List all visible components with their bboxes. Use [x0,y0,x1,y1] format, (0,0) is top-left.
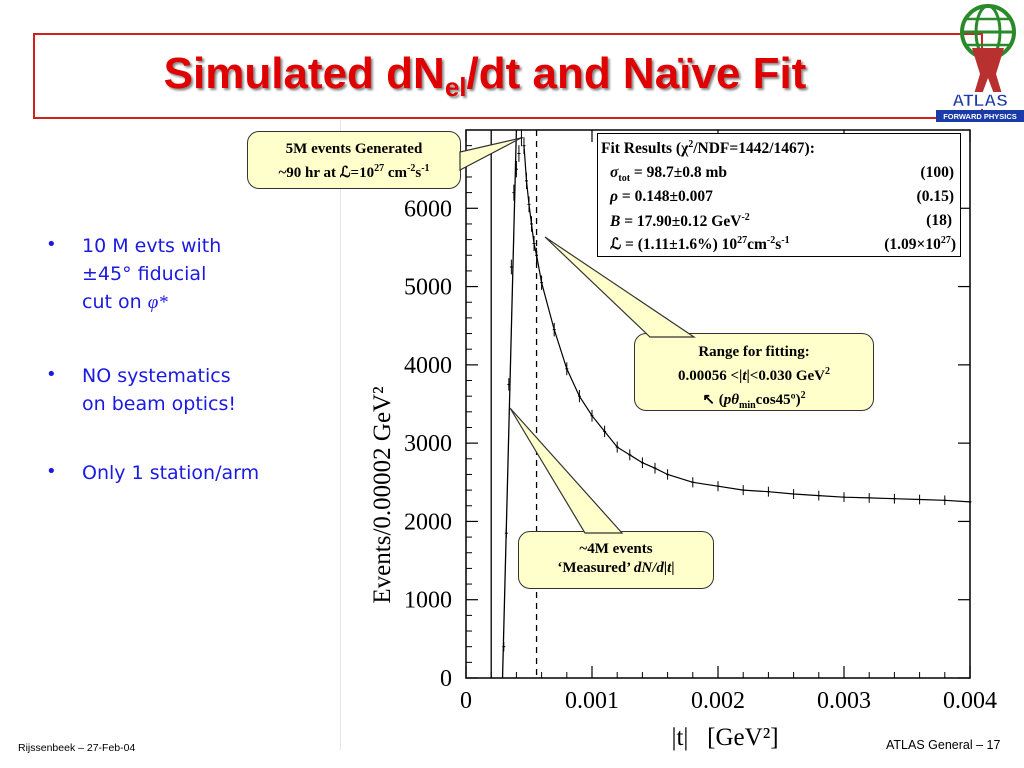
atlas-logo-text: ATLAS [952,91,1007,110]
x-tick-label: 0.004 [943,688,997,714]
y-tick-label: 4000 [404,353,452,379]
data-point [512,184,516,201]
fit-rho-ref: (0.15) [916,188,954,205]
data-point [540,275,544,290]
footer-author-date: Rijssenbeek – 27-Feb-04 [18,742,136,754]
data-point [792,489,796,499]
x-axis-label: |t| [GeV²] [671,724,778,751]
data-point [892,493,896,504]
data-point [628,449,632,461]
fit-rho: ρ = 0.148±0.007 [610,188,713,205]
data-point [766,486,770,497]
data-point [943,495,947,506]
data-point [507,378,511,391]
data-point [968,497,972,507]
bullet-station: • Only 1 station/arm [46,459,328,489]
x-tick-label: 0 [460,688,472,714]
fit-slope: B = 17.90±0.12 GeV-2 [610,212,750,230]
data-point [691,477,695,488]
data-point [577,390,581,403]
fit-slope-ref: (18) [926,212,952,229]
callout-fit-range: Range for fitting: 0.00056 <|t|<0.030 Ge… [634,333,874,411]
dndt-chart: 0 0.001 0.002 0.003 0.004 0 1000 2000 3000 4000 50… [369,129,997,751]
y-tick-label: 3000 [404,431,452,457]
x-tick-label: 0.003 [817,688,871,714]
data-point [666,469,670,480]
x-tick-label: 0.001 [565,688,619,714]
fit-results-box: Fit Results (χ2/NDF=1442/1467): σtot = 9… [597,133,961,257]
bullet-systematics: • NO systematics on beam optics! [46,362,328,422]
atlas-logo-subtext: FORWARD PHYSICS [943,112,1017,121]
data-point [517,145,521,162]
data-point [716,481,720,492]
generated-curve [501,129,518,679]
data-point [615,441,619,453]
data-point [530,216,534,232]
atlas-logo: ATLAS FORWARD PHYSICS [936,4,1024,122]
data-point [502,641,506,652]
data-point [504,528,508,538]
bullet-dot: • [46,234,57,255]
data-point [741,485,745,496]
y-tick-label: 2000 [404,509,452,535]
data-point [918,494,922,505]
y-axis-label: Events/0.00002 GeV² [369,386,396,603]
x-tick-label: 0.002 [691,688,745,714]
fit-sigma-ref: (100) [920,164,954,181]
bullet-dot: • [46,461,57,482]
title-frame: Simulated dNel/dt and Naïve Fit [33,33,983,119]
divider-line [340,120,341,750]
data-point [640,457,644,469]
fit-luminosity: ℒ = (1.11±1.6%) 1027cm-2s-1 [610,235,790,253]
data-point [532,235,536,252]
callout-measured: ~4M events ‘Measured’ dN/d|t| [518,531,714,589]
data-point [519,129,523,147]
y-tick-label: 5000 [404,275,452,301]
chart-points [502,129,972,652]
data-point [603,425,607,438]
data-point [653,462,657,474]
data-point [590,409,594,422]
y-tick-label: 1000 [404,588,452,614]
data-point [509,259,513,275]
data-point [535,247,539,263]
data-point [527,196,531,213]
data-point [524,172,528,189]
fit-sigma: σtot = 98.7±0.8 mb [610,164,728,184]
data-point [867,493,871,503]
data-point [842,492,846,503]
bullet-fiducial: • 10 M evts with ±45° fiducial cut on φ* [46,232,328,322]
slide-title: Simulated dNel/dt and Naïve Fit [163,49,807,102]
footer-page: ATLAS General – 17 [886,738,1001,752]
chart-axes: 0 0.001 0.002 0.003 0.004 0 1000 2000 3000 4000 50… [404,129,997,714]
y-tick-label: 0 [440,666,452,692]
data-point [565,362,569,376]
fit-luminosity-ref: (1.09×1027) [884,235,956,253]
y-tick-label: 6000 [404,196,452,222]
bullet-dot: • [46,364,57,385]
callout-generated: 5M events Generated ~90 hr at ℒ=1027 cm-… [247,131,461,189]
fit-header: Fit Results (χ2/NDF=1442/1467): [601,139,815,157]
data-point [522,137,526,155]
data-point [817,490,821,501]
